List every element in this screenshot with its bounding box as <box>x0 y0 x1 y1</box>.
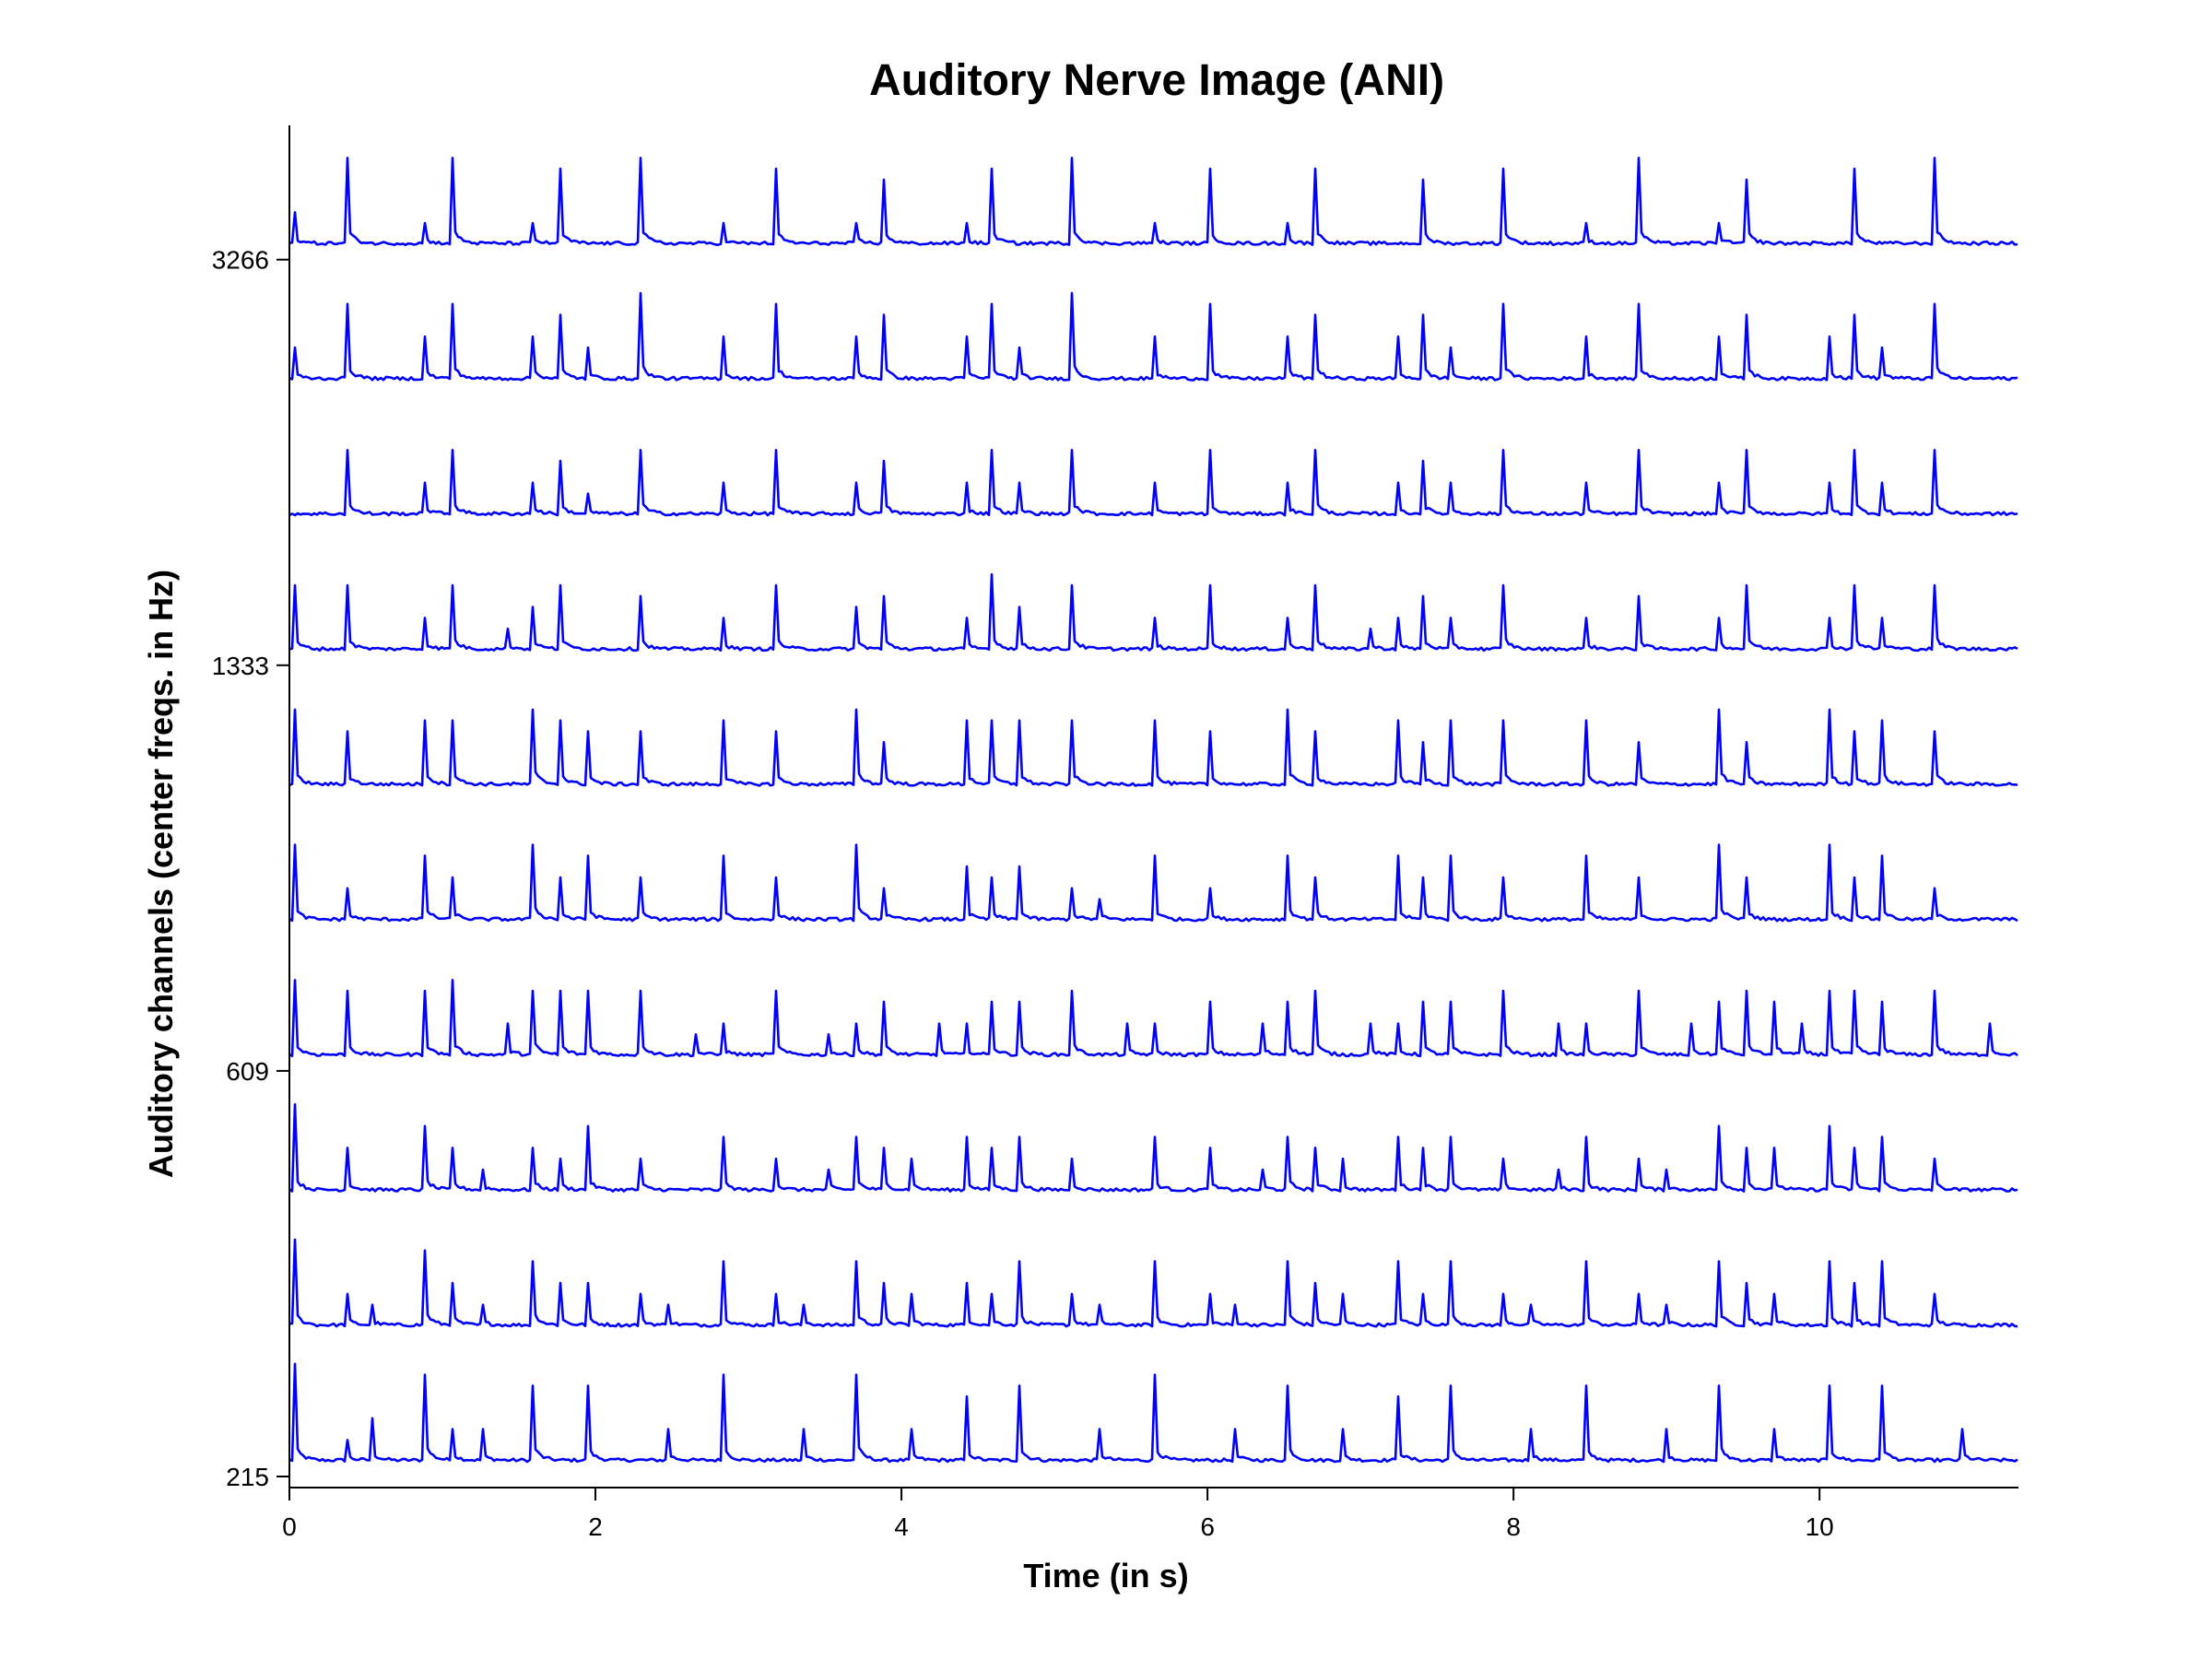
x-tick-label: 8 <box>1506 1512 1521 1541</box>
traces-group <box>288 157 2018 1464</box>
y-tick-label: 1333 <box>212 652 269 680</box>
channel-trace-8 <box>288 449 2018 517</box>
x-axis-label: Time (in s) <box>1023 1557 1188 1594</box>
x-tick-label: 0 <box>282 1512 297 1541</box>
channel-trace-10 <box>288 157 2018 246</box>
channel-trace-2 <box>289 1238 2018 1328</box>
x-tick-label: 6 <box>1200 1512 1215 1541</box>
channel-trace-3 <box>288 1102 2018 1193</box>
channel-trace-7 <box>288 572 2018 653</box>
y-tick-label: 3266 <box>212 246 269 275</box>
channel-trace-6 <box>288 708 2018 787</box>
y-tick-label: 215 <box>226 1463 269 1491</box>
x-tick-label: 2 <box>588 1512 603 1541</box>
x-tick-label: 10 <box>1806 1512 1834 1541</box>
y-tick-label: 609 <box>226 1057 269 1086</box>
chart-title: Auditory Nerve Image (ANI) <box>869 56 1444 105</box>
x-tick-label: 4 <box>894 1512 909 1541</box>
channel-trace-9 <box>288 291 2018 382</box>
channel-trace-4 <box>288 979 2018 1058</box>
x-ticks-group: 0 2 4 6 8 10 <box>282 1488 1834 1541</box>
y-axis-label: Auditory channels (center freqs. in Hz) <box>142 570 180 1178</box>
y-ticks-group: 215 609 1333 3266 <box>212 246 289 1491</box>
channel-trace-1 <box>288 1362 2018 1464</box>
channel-trace-5 <box>288 843 2018 923</box>
